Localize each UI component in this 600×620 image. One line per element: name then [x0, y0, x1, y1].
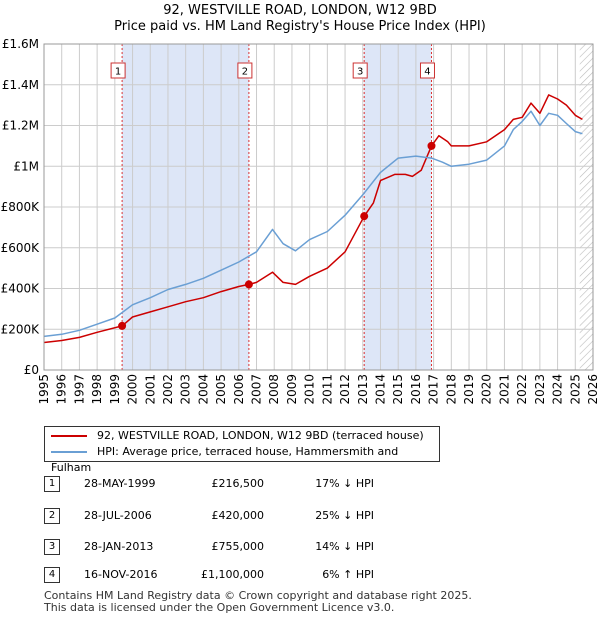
legend-label-property: 92, WESTVILLE ROAD, LONDON, W12 9BD (ter…	[97, 429, 424, 442]
x-tick-label: 2018	[444, 374, 458, 405]
x-tick-label: 2011	[320, 374, 334, 405]
sale-marker-box	[352, 62, 368, 79]
sale-marker-label: 2	[242, 67, 248, 78]
legend-item-property: 92, WESTVILLE ROAD, LONDON, W12 9BD (ter…	[51, 428, 424, 444]
x-tick-label: 2001	[143, 374, 157, 405]
y-tick-label: £800K	[1, 200, 41, 214]
y-tick-label: £0	[24, 363, 39, 377]
sale-marker-box	[237, 62, 253, 79]
x-tick-label: 2021	[497, 374, 511, 405]
plot-border	[43, 43, 594, 371]
sale-point	[360, 212, 369, 221]
x-tick-label: 2020	[480, 374, 494, 405]
sale-marker-label: 3	[357, 67, 363, 78]
transaction-price: £1,100,000	[201, 568, 264, 581]
transaction-number: 4	[44, 567, 60, 583]
x-tick-label: 2026	[586, 374, 600, 405]
x-tick-label: 2009	[285, 374, 299, 405]
legend-label-hpi: HPI: Average price, terraced house, Hamm…	[51, 445, 399, 474]
transaction-number: 3	[44, 539, 60, 555]
property-price-line	[43, 94, 583, 344]
x-tick-label: 2008	[267, 374, 281, 405]
y-tick-label: £400K	[1, 282, 41, 296]
legend-swatch-property	[51, 435, 87, 437]
x-tick-label: 2003	[179, 374, 193, 405]
x-tick-label: 2017	[427, 374, 441, 405]
transaction-price: £755,000	[211, 540, 265, 553]
y-tick-label: £1.2M	[2, 119, 39, 133]
x-tick-label: 1998	[90, 374, 104, 405]
transaction-price: £216,500	[211, 477, 265, 490]
sale-point	[118, 321, 127, 330]
sale-marker-lines: 1 2 3 4	[110, 44, 435, 370]
x-tick-label: 2023	[533, 374, 547, 405]
x-tick-label: 2010	[303, 374, 317, 405]
series-layer	[43, 94, 583, 344]
x-tick-label: 2025	[568, 374, 582, 405]
transaction-date: 28-JAN-2013	[84, 540, 154, 553]
sale-point	[244, 280, 253, 289]
legend: 92, WESTVILLE ROAD, LONDON, W12 9BD (ter…	[44, 426, 440, 474]
sale-marker-label: 1	[115, 67, 121, 78]
transaction-number: 2	[44, 508, 60, 524]
x-tick-label: 1995	[37, 374, 51, 405]
x-tick-label: 2002	[161, 374, 175, 405]
x-tick-label: 2007	[250, 374, 264, 405]
legend-swatch-hpi	[51, 451, 87, 453]
x-tick-label: 2022	[515, 374, 529, 405]
sale-marker-box	[110, 62, 126, 79]
x-tick-label: 1997	[72, 374, 86, 405]
x-tick-label: 2000	[126, 374, 140, 405]
axis-layer: £0 £200K £400K £600K £800K £1M £1.2M £1.4M £1.6M…	[1, 37, 600, 405]
x-tick-label: 1999	[108, 374, 122, 405]
transaction-price: £420,000	[211, 509, 265, 522]
y-tick-label: £1.4M	[2, 78, 39, 92]
transaction-date: 28-MAY-1999	[84, 477, 156, 490]
x-tick-label: 2014	[373, 374, 387, 405]
footer-licence: This data is licensed under the Open Gov…	[44, 601, 395, 614]
x-tick-label: 2016	[409, 374, 423, 405]
y-tick-label: £200K	[1, 322, 41, 336]
x-tick-label: 2006	[232, 374, 246, 405]
x-tick-label: 1996	[55, 374, 69, 405]
transaction-number: 1	[44, 476, 60, 492]
x-tick-label: 2024	[551, 374, 565, 405]
x-tick-label: 2013	[356, 374, 370, 405]
x-tick-label: 2019	[462, 374, 476, 405]
x-tick-label: 2004	[196, 374, 210, 405]
y-tick-label: £1.6M	[2, 37, 39, 51]
transaction-hpi: 6% ↑ HPI	[322, 568, 374, 581]
sale-marker-box	[419, 62, 435, 79]
x-tick-label: 2012	[338, 374, 352, 405]
transaction-hpi: 14% ↓ HPI	[315, 540, 374, 553]
legend-item-hpi: HPI: Average price, terraced house, Hamm…	[51, 444, 439, 474]
chart-title: 92, WESTVILLE ROAD, LONDON, W12 9BD	[163, 3, 437, 18]
y-tick-label: £1M	[13, 159, 39, 173]
transaction-date: 28-JUL-2006	[84, 509, 152, 522]
chart-subtitle: Price paid vs. HM Land Registry's House …	[114, 19, 486, 34]
x-tick-label: 2015	[391, 374, 405, 405]
x-tick-label: 2005	[214, 374, 228, 405]
transaction-hpi: 17% ↓ HPI	[315, 477, 374, 490]
transaction-hpi: 25% ↓ HPI	[315, 509, 374, 522]
footer-copyright: Contains HM Land Registry data © Crown c…	[44, 589, 472, 602]
price-chart: 1 2 3 4 £0 £200K £400K £600K £800K £1M £1.2M £1.4M…	[1, 37, 600, 405]
y-tick-label: £600K	[1, 241, 41, 255]
sale-point	[427, 141, 436, 150]
transaction-date: 16-NOV-2016	[84, 568, 158, 581]
hpi-line	[43, 110, 583, 338]
sale-marker-label: 4	[424, 67, 430, 78]
